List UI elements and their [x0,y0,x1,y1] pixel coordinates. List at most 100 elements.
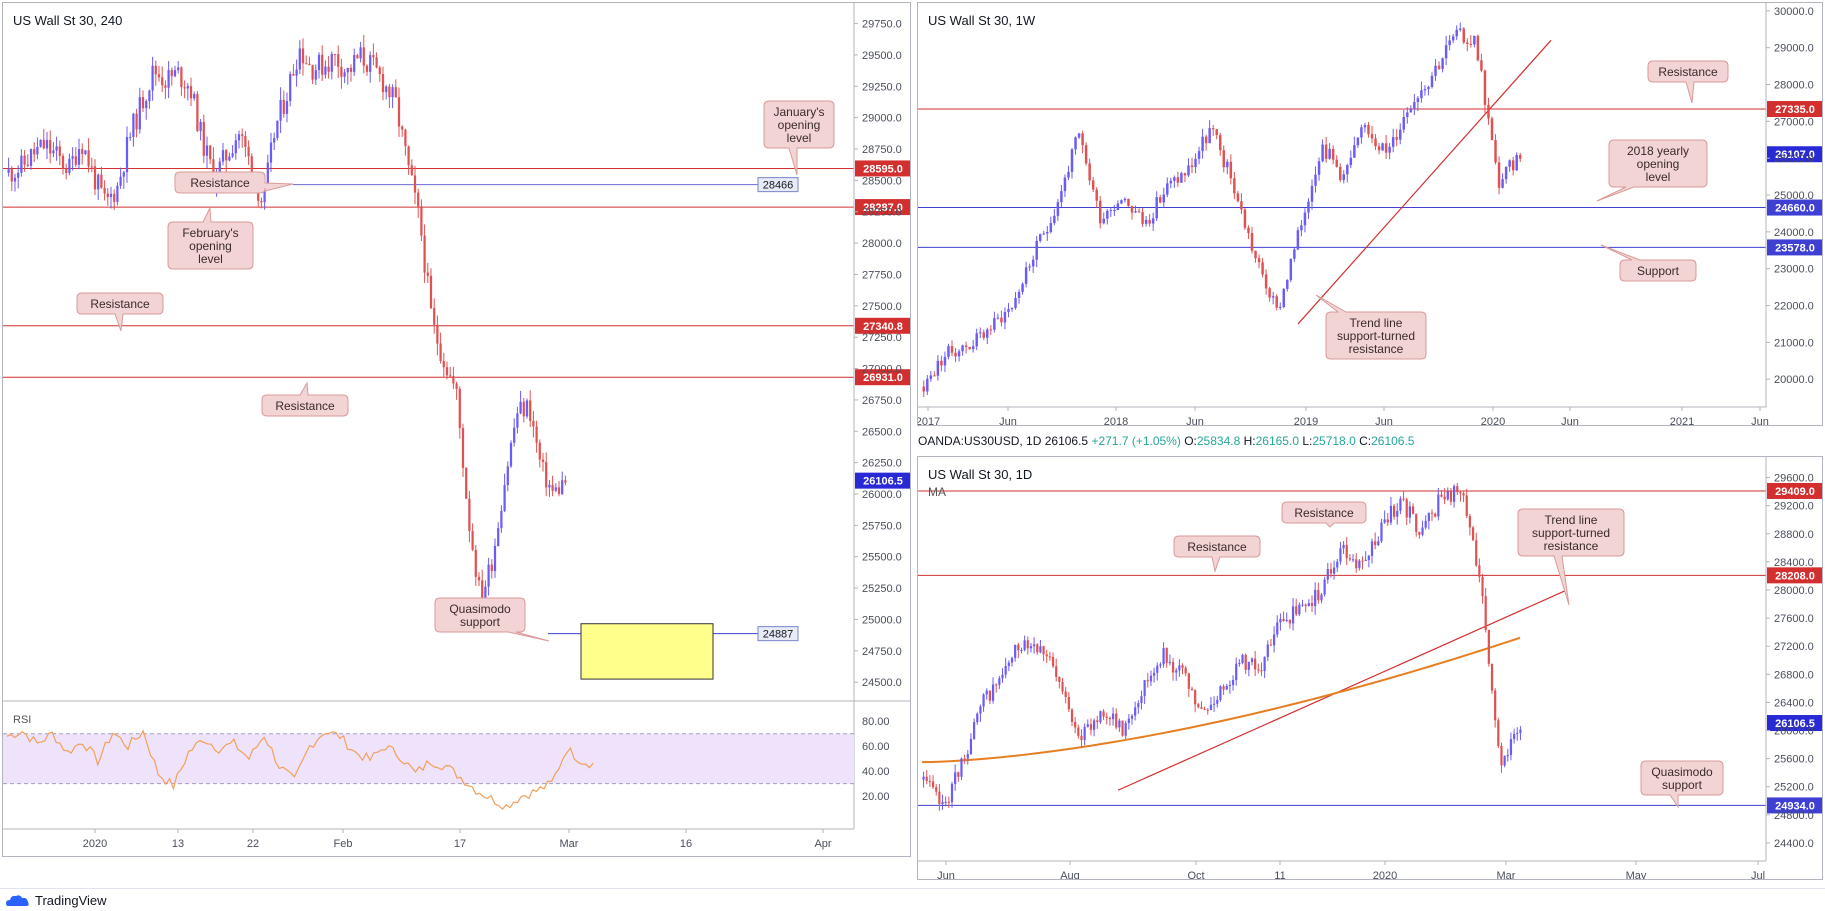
candle-body [385,86,388,93]
candle-body [940,360,943,366]
candle-body [1363,125,1367,128]
candle-body [1238,663,1241,665]
candle-body [1105,716,1108,718]
daily-level-29409-price-label: 29409.0 [1775,486,1815,498]
candle-body [1264,274,1268,289]
candle-body [1257,669,1260,671]
tradingview-logo[interactable]: TradingView [6,893,107,908]
price-axis-tick-label: 28750.0 [862,144,902,156]
candle-body [391,87,394,98]
candle-body [1184,667,1187,674]
candle-body [957,351,961,357]
candle-body [1007,662,1010,666]
candle-body [1201,136,1204,152]
candle-body [87,150,90,167]
candle-body [1335,159,1338,167]
price-axis-tick-label: 25000.0 [1774,190,1814,202]
daily-chart-svg[interactable]: 29409.0 28208.0 24934.0 26106.5 29600.0 29200… [918,457,1823,880]
h4-chart-svg[interactable]: 28595.0 28287.0 27340.8 26931.0 28466 24887 26… [3,3,911,857]
candle-body [369,55,372,72]
candle-body [1183,173,1187,176]
candle-body [964,345,968,347]
candle-body [1149,675,1153,682]
callout-weekly-trendline-bubble [1315,294,1427,360]
callout-daily-resistance-mid-bubble [1173,535,1261,573]
candle-body [1039,234,1042,241]
candle-body [1093,720,1096,730]
candle-body [1395,137,1398,140]
candle-body [1240,201,1243,210]
daily-level-24934-price-tag [1767,797,1822,814]
price-axis-tick-label: 27000.0 [1774,116,1814,128]
candle-body [513,427,516,443]
candle-body [1053,215,1056,224]
candle-body [1497,720,1500,746]
candle-body [1462,28,1465,43]
candle-body [260,200,263,203]
candle-body [1497,162,1501,188]
weekly-chart-svg[interactable]: 27335.0 24660.0 23578.0 26107.0 30000.0 29000… [918,3,1823,426]
candle-body [1434,513,1437,517]
candle-body [180,67,183,88]
candle-body [993,318,996,330]
daily-level-28208-price-tag [1767,567,1822,584]
last-price: 26106.5 [1044,434,1089,448]
candle-body [1480,60,1483,71]
daily-level-24934-price-label: 24934.0 [1775,800,1815,812]
candle-body [1430,75,1434,87]
current-price-tag [1767,715,1822,732]
candle-body [359,47,362,59]
candle-body [1236,193,1240,202]
candle-body [1061,682,1064,692]
h4-chart-panel[interactable]: 28595.0 28287.0 27340.8 26931.0 28466 24887 26… [2,2,911,857]
candle-body [445,367,449,376]
price-axis-tick-label: 24500.0 [862,677,902,689]
candle-body [1180,173,1183,183]
candle-body [426,272,429,276]
candle-body [1356,137,1360,146]
candle-body [77,149,81,165]
candle-body [1219,135,1222,151]
candle-body [1010,657,1014,663]
candle-body [1391,137,1395,147]
open-value: 25834.8 [1196,434,1241,448]
rsi-axis-tick-label: 60.00 [862,741,890,753]
price-axis-tick-label: 25600.0 [1774,754,1814,766]
candle-body [1130,715,1134,719]
candle-body [554,487,557,491]
candle-body [71,156,74,159]
candle-body [1282,618,1285,622]
current-price-tag [855,472,910,489]
candle-body [52,150,55,154]
candle-body [1444,45,1448,59]
candle-body [1021,283,1024,292]
candle-body [1102,218,1105,224]
candle-body [1243,209,1247,228]
candle-body [1140,696,1143,704]
candle-body [1346,165,1349,175]
candle-body [177,67,180,71]
candle-body [982,694,985,707]
candle-body [497,528,500,546]
daily-chart-panel[interactable]: 29409.0 28208.0 24934.0 26106.5 29600.0 29200… [917,456,1823,880]
candle-body [1515,154,1518,171]
candle-body [1427,512,1430,521]
candle-body [1326,569,1329,580]
weekly-chart-panel[interactable]: 27335.0 24660.0 23578.0 26107.0 30000.0 29000… [917,2,1823,426]
candle-body [1156,665,1159,673]
candle-body [1134,211,1137,213]
candle-body [20,155,23,173]
candle-body [950,783,954,803]
candle-body [1222,686,1225,690]
candle-body [308,63,311,66]
candle-body [1247,662,1250,670]
candle-body [1416,98,1420,103]
candle-body [1420,90,1423,99]
weekly-chart-title: US Wall St 30, 1W [928,13,1036,28]
candle-body [968,346,971,350]
candle-body [1377,541,1380,546]
candle-body [401,126,404,130]
candle-body [1048,656,1051,658]
candle-body [950,346,954,353]
callout-january-opening-text: opening [778,118,821,132]
